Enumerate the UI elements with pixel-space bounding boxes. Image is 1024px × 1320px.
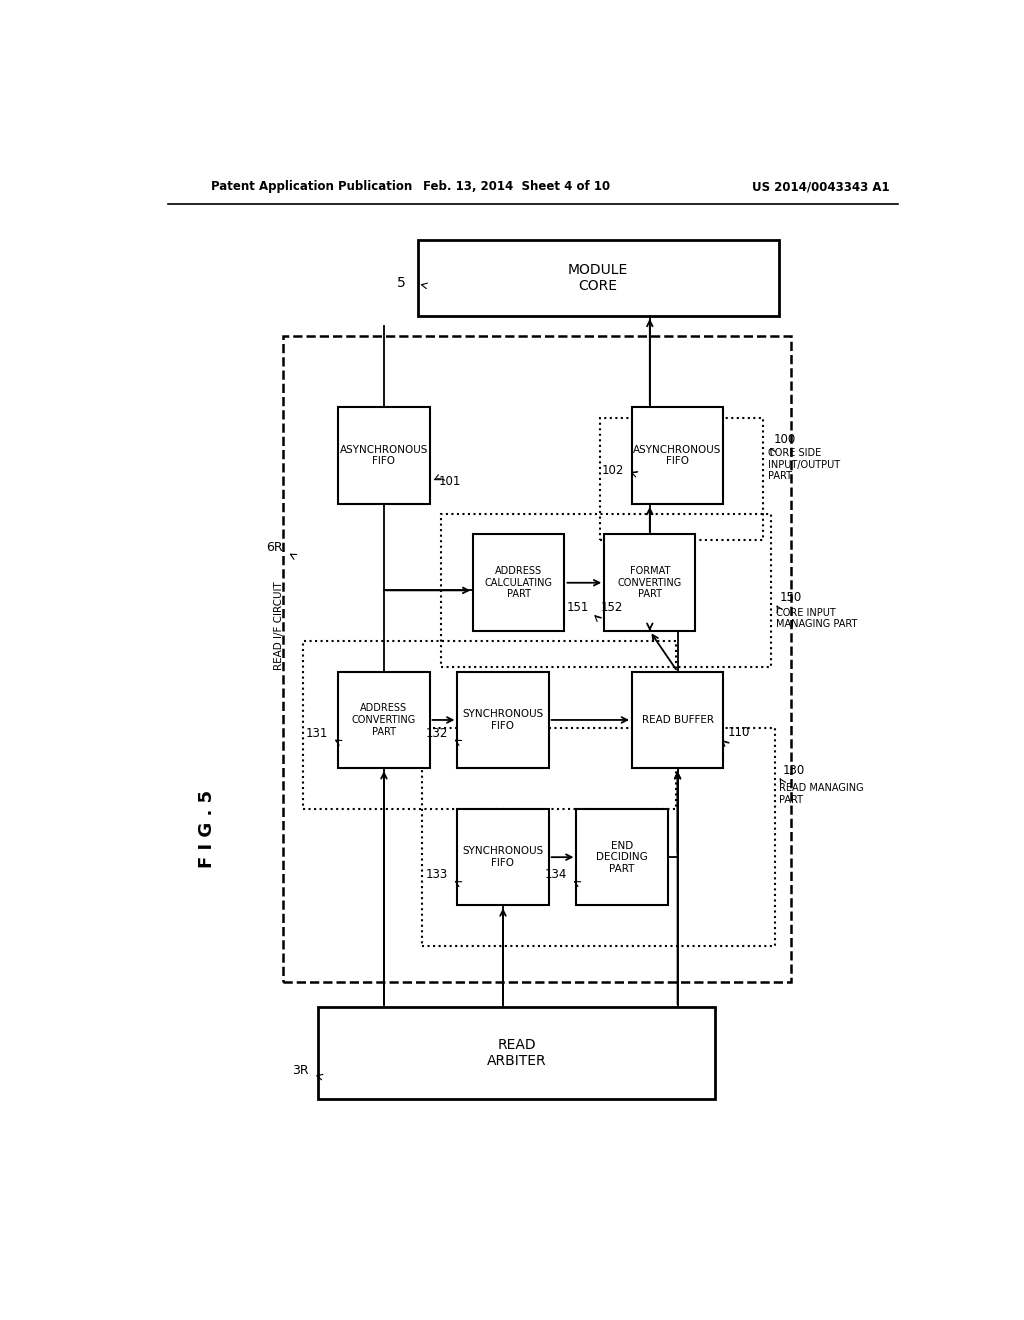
FancyBboxPatch shape	[418, 240, 779, 315]
Text: FORMAT
CONVERTING
PART: FORMAT CONVERTING PART	[617, 566, 682, 599]
Text: US 2014/0043343 A1: US 2014/0043343 A1	[753, 181, 890, 193]
Text: MODULE
CORE: MODULE CORE	[568, 263, 629, 293]
Text: 110: 110	[728, 726, 751, 739]
Text: ASYNCHRONOUS
FIFO: ASYNCHRONOUS FIFO	[340, 445, 428, 466]
Text: 130: 130	[782, 764, 805, 776]
FancyBboxPatch shape	[458, 809, 549, 906]
Text: CORE INPUT
MANAGING PART: CORE INPUT MANAGING PART	[775, 607, 857, 630]
Text: 151: 151	[567, 601, 589, 614]
Text: 134: 134	[545, 869, 567, 882]
FancyBboxPatch shape	[318, 1007, 715, 1098]
Text: 6R: 6R	[266, 541, 283, 554]
Text: 5: 5	[397, 276, 406, 290]
Text: ASYNCHRONOUS
FIFO: ASYNCHRONOUS FIFO	[634, 445, 722, 466]
FancyBboxPatch shape	[577, 809, 668, 906]
Text: F I G . 5: F I G . 5	[199, 791, 216, 869]
Text: READ BUFFER: READ BUFFER	[642, 715, 714, 725]
Text: 131: 131	[305, 727, 328, 741]
Text: 152: 152	[600, 601, 623, 614]
Text: READ
ARBITER: READ ARBITER	[487, 1038, 547, 1068]
Text: 150: 150	[779, 591, 802, 605]
Text: 133: 133	[426, 869, 447, 882]
FancyBboxPatch shape	[604, 535, 695, 631]
Text: 3R: 3R	[292, 1064, 309, 1077]
Text: 102: 102	[602, 463, 624, 477]
FancyBboxPatch shape	[632, 672, 723, 768]
Text: ADDRESS
CONVERTING
PART: ADDRESS CONVERTING PART	[352, 704, 416, 737]
Text: ADDRESS
CALCULATING
PART: ADDRESS CALCULATING PART	[484, 566, 553, 599]
Text: CORE SIDE
INPUT/OUTPUT
PART: CORE SIDE INPUT/OUTPUT PART	[768, 447, 840, 482]
FancyBboxPatch shape	[338, 408, 430, 504]
Text: Patent Application Publication: Patent Application Publication	[211, 181, 413, 193]
Text: SYNCHRONOUS
FIFO: SYNCHRONOUS FIFO	[463, 846, 544, 869]
Text: Feb. 13, 2014  Sheet 4 of 10: Feb. 13, 2014 Sheet 4 of 10	[423, 181, 610, 193]
Text: 101: 101	[439, 475, 462, 488]
FancyBboxPatch shape	[458, 672, 549, 768]
Text: READ I/F CIRCUIT: READ I/F CIRCUIT	[273, 582, 284, 671]
Text: READ MANAGING
PART: READ MANAGING PART	[778, 784, 863, 805]
Text: SYNCHRONOUS
FIFO: SYNCHRONOUS FIFO	[463, 709, 544, 731]
FancyBboxPatch shape	[473, 535, 564, 631]
FancyBboxPatch shape	[632, 408, 723, 504]
Text: 132: 132	[425, 727, 447, 741]
Text: 100: 100	[773, 433, 796, 446]
FancyBboxPatch shape	[338, 672, 430, 768]
Text: END
DECIDING
PART: END DECIDING PART	[596, 841, 648, 874]
